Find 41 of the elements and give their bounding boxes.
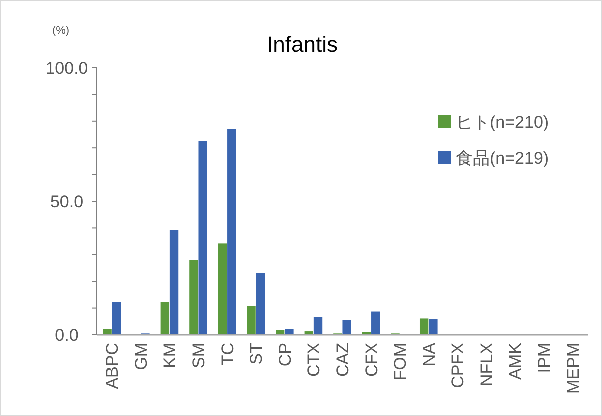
x-tick-label: MEPM	[564, 343, 583, 394]
bar	[112, 302, 122, 335]
x-tick-label: CTX	[304, 343, 324, 377]
bar	[285, 329, 294, 335]
x-tick-label: CPFX	[448, 343, 468, 388]
y-tick-label: 0.0	[55, 326, 79, 345]
bar	[256, 273, 266, 335]
x-tick-label: CAZ	[333, 343, 352, 377]
y-axis-title: (%)	[52, 25, 70, 37]
bar	[170, 230, 179, 335]
bar	[247, 306, 256, 335]
x-tick-label: IPM	[535, 343, 554, 374]
bar	[218, 244, 228, 335]
y-tick-label: 50.0	[50, 192, 84, 212]
x-tick-label: GM	[132, 343, 151, 370]
bar	[190, 260, 198, 335]
x-tick-label: ST	[247, 343, 266, 365]
x-tick-label: NA	[420, 342, 439, 367]
x-tick-label: TC	[218, 343, 238, 366]
x-tick-label: FOM	[391, 343, 410, 381]
y-tick-label: 100.0	[46, 58, 88, 78]
bar	[314, 317, 323, 335]
x-tick-label: SM	[189, 343, 208, 368]
bar	[342, 320, 352, 335]
legend-label: ヒト(n=210)	[456, 112, 550, 132]
x-tick-label: AMK	[506, 342, 526, 380]
bar	[103, 329, 112, 335]
bar	[160, 302, 170, 335]
bar	[228, 129, 236, 335]
x-tick-label: KM	[160, 343, 180, 368]
x-tick-label: NFLX	[477, 343, 496, 386]
x-tick-label: ABPC	[103, 343, 122, 390]
bar	[198, 141, 208, 335]
x-tick-label: CFX	[362, 343, 382, 377]
x-tick-label: CP	[276, 343, 295, 367]
bar	[420, 318, 429, 335]
legend-label: 食品(n=219)	[456, 148, 550, 168]
chart-title: Infantis	[267, 32, 338, 57]
bar	[276, 330, 285, 335]
bar	[429, 320, 438, 335]
bar	[372, 312, 380, 335]
